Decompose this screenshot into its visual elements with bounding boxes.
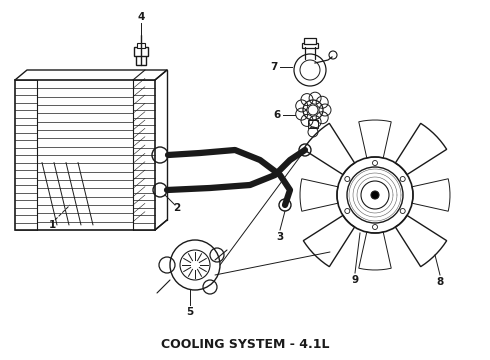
Bar xyxy=(136,55,146,65)
Text: 7: 7 xyxy=(270,62,278,72)
Text: 8: 8 xyxy=(437,277,443,287)
Circle shape xyxy=(400,208,405,213)
Circle shape xyxy=(279,199,291,211)
Circle shape xyxy=(299,144,311,156)
Text: 1: 1 xyxy=(49,220,56,230)
Bar xyxy=(134,47,148,56)
Circle shape xyxy=(345,176,350,181)
Text: 4: 4 xyxy=(137,12,145,22)
Text: 5: 5 xyxy=(186,307,194,317)
Text: COOLING SYSTEM - 4.1L: COOLING SYSTEM - 4.1L xyxy=(161,338,329,351)
Circle shape xyxy=(372,161,377,166)
Bar xyxy=(304,38,316,44)
Bar xyxy=(137,43,145,48)
Circle shape xyxy=(345,208,350,213)
Text: 2: 2 xyxy=(173,203,181,213)
Text: 6: 6 xyxy=(273,110,281,120)
Text: 9: 9 xyxy=(351,275,359,285)
Bar xyxy=(15,80,155,230)
Circle shape xyxy=(371,191,379,199)
Bar xyxy=(308,120,318,128)
Bar xyxy=(302,43,318,48)
Circle shape xyxy=(372,225,377,230)
Circle shape xyxy=(400,176,405,181)
Text: 3: 3 xyxy=(276,232,284,242)
